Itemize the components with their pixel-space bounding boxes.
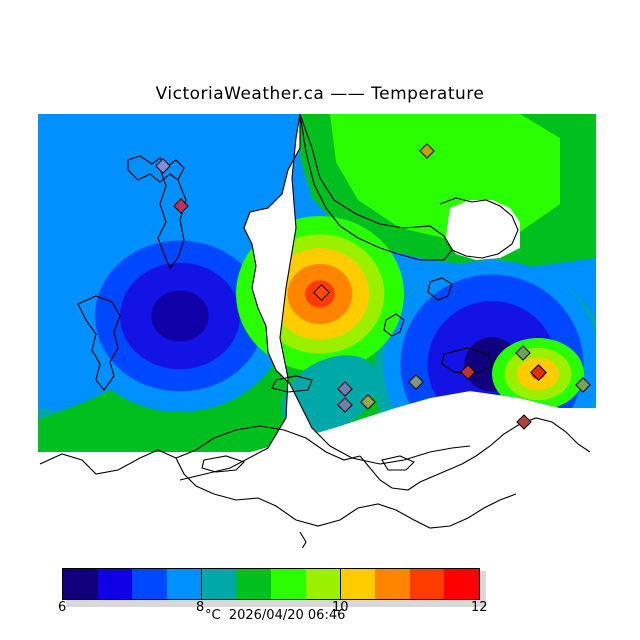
colorbar-segment-3	[167, 569, 202, 599]
colorbar-segment-2	[132, 569, 168, 599]
coast-south-upper	[39, 425, 361, 475]
colorbar-segment-10	[409, 569, 445, 599]
coast-south-east-arm	[359, 417, 591, 491]
outside-top	[0, 108, 640, 114]
colorbar-label-mid1: 8	[196, 600, 205, 615]
coast-islet-c	[271, 375, 313, 393]
coast-island-spine	[157, 167, 187, 270]
temperature-map	[0, 108, 640, 548]
colorbar-caption: °C 2026/04/20 06:46	[205, 608, 346, 623]
colorbar-segment-6	[271, 569, 306, 599]
coastlines	[39, 113, 591, 548]
feature-south-cool-pool	[281, 355, 379, 433]
station-marker[interactable]	[419, 143, 435, 159]
colorbar-tick-6	[62, 568, 63, 600]
colorbar-tick-8	[201, 568, 202, 600]
station-marker[interactable]	[360, 394, 376, 410]
station-marker[interactable]	[515, 345, 531, 361]
station-marker[interactable]	[173, 198, 189, 214]
coast-islet-a	[383, 313, 405, 337]
colorbar-gradient	[62, 568, 480, 600]
station-marker[interactable]	[530, 364, 547, 381]
feature-northwest-cold-pool	[72, 220, 288, 412]
temperature-contour-svg	[0, 108, 640, 548]
station-marker[interactable]	[516, 414, 532, 430]
colorbar-segment-1	[97, 569, 133, 599]
colorbar-label-min: 6	[58, 600, 67, 615]
coast-south-inlet	[299, 531, 307, 548]
coast-north-peninsula	[299, 113, 453, 261]
station-marker[interactable]	[313, 284, 330, 301]
contour-field	[38, 114, 596, 452]
outside-bottom	[0, 452, 640, 548]
station-marker[interactable]	[408, 374, 424, 390]
colorbar-label-mid2: 10	[332, 600, 349, 615]
land-central	[180, 114, 470, 548]
colorbar-segment-5	[236, 569, 272, 599]
station-markers	[155, 143, 591, 430]
station-marker[interactable]	[337, 397, 353, 413]
station-marker[interactable]	[337, 381, 353, 397]
coast-islet-b	[427, 277, 453, 301]
colorbar-segment-8	[340, 569, 376, 599]
coast-island-west	[77, 295, 121, 391]
outside-right	[596, 108, 640, 548]
coast-south-islet-b	[381, 455, 415, 471]
outside-left	[0, 108, 38, 548]
colorbar-segment-7	[305, 569, 341, 599]
page-title: VictoriaWeather.ca —— Temperature	[155, 84, 485, 104]
coast-central-west	[179, 113, 301, 481]
colorbar-tick-10	[340, 568, 341, 600]
colorbar-segment-11	[444, 569, 480, 599]
coast-island-east	[441, 347, 493, 375]
colorbar-label-max: 12	[471, 600, 488, 615]
station-marker[interactable]	[460, 364, 476, 380]
colorbar-segment-9	[375, 569, 410, 599]
station-marker[interactable]	[575, 377, 591, 393]
coast-south-lower	[175, 457, 517, 529]
station-marker[interactable]	[155, 158, 171, 174]
coast-south-islet-a	[201, 455, 246, 473]
land-upper-right-gap	[446, 200, 520, 260]
colorbar-segment-4	[201, 569, 237, 599]
land-mask	[0, 108, 640, 548]
coast-north-east-arm	[439, 197, 519, 259]
colorbar-tick-12	[479, 568, 480, 600]
coast-island-north	[127, 155, 185, 183]
colorbar-segment-0	[63, 569, 98, 599]
